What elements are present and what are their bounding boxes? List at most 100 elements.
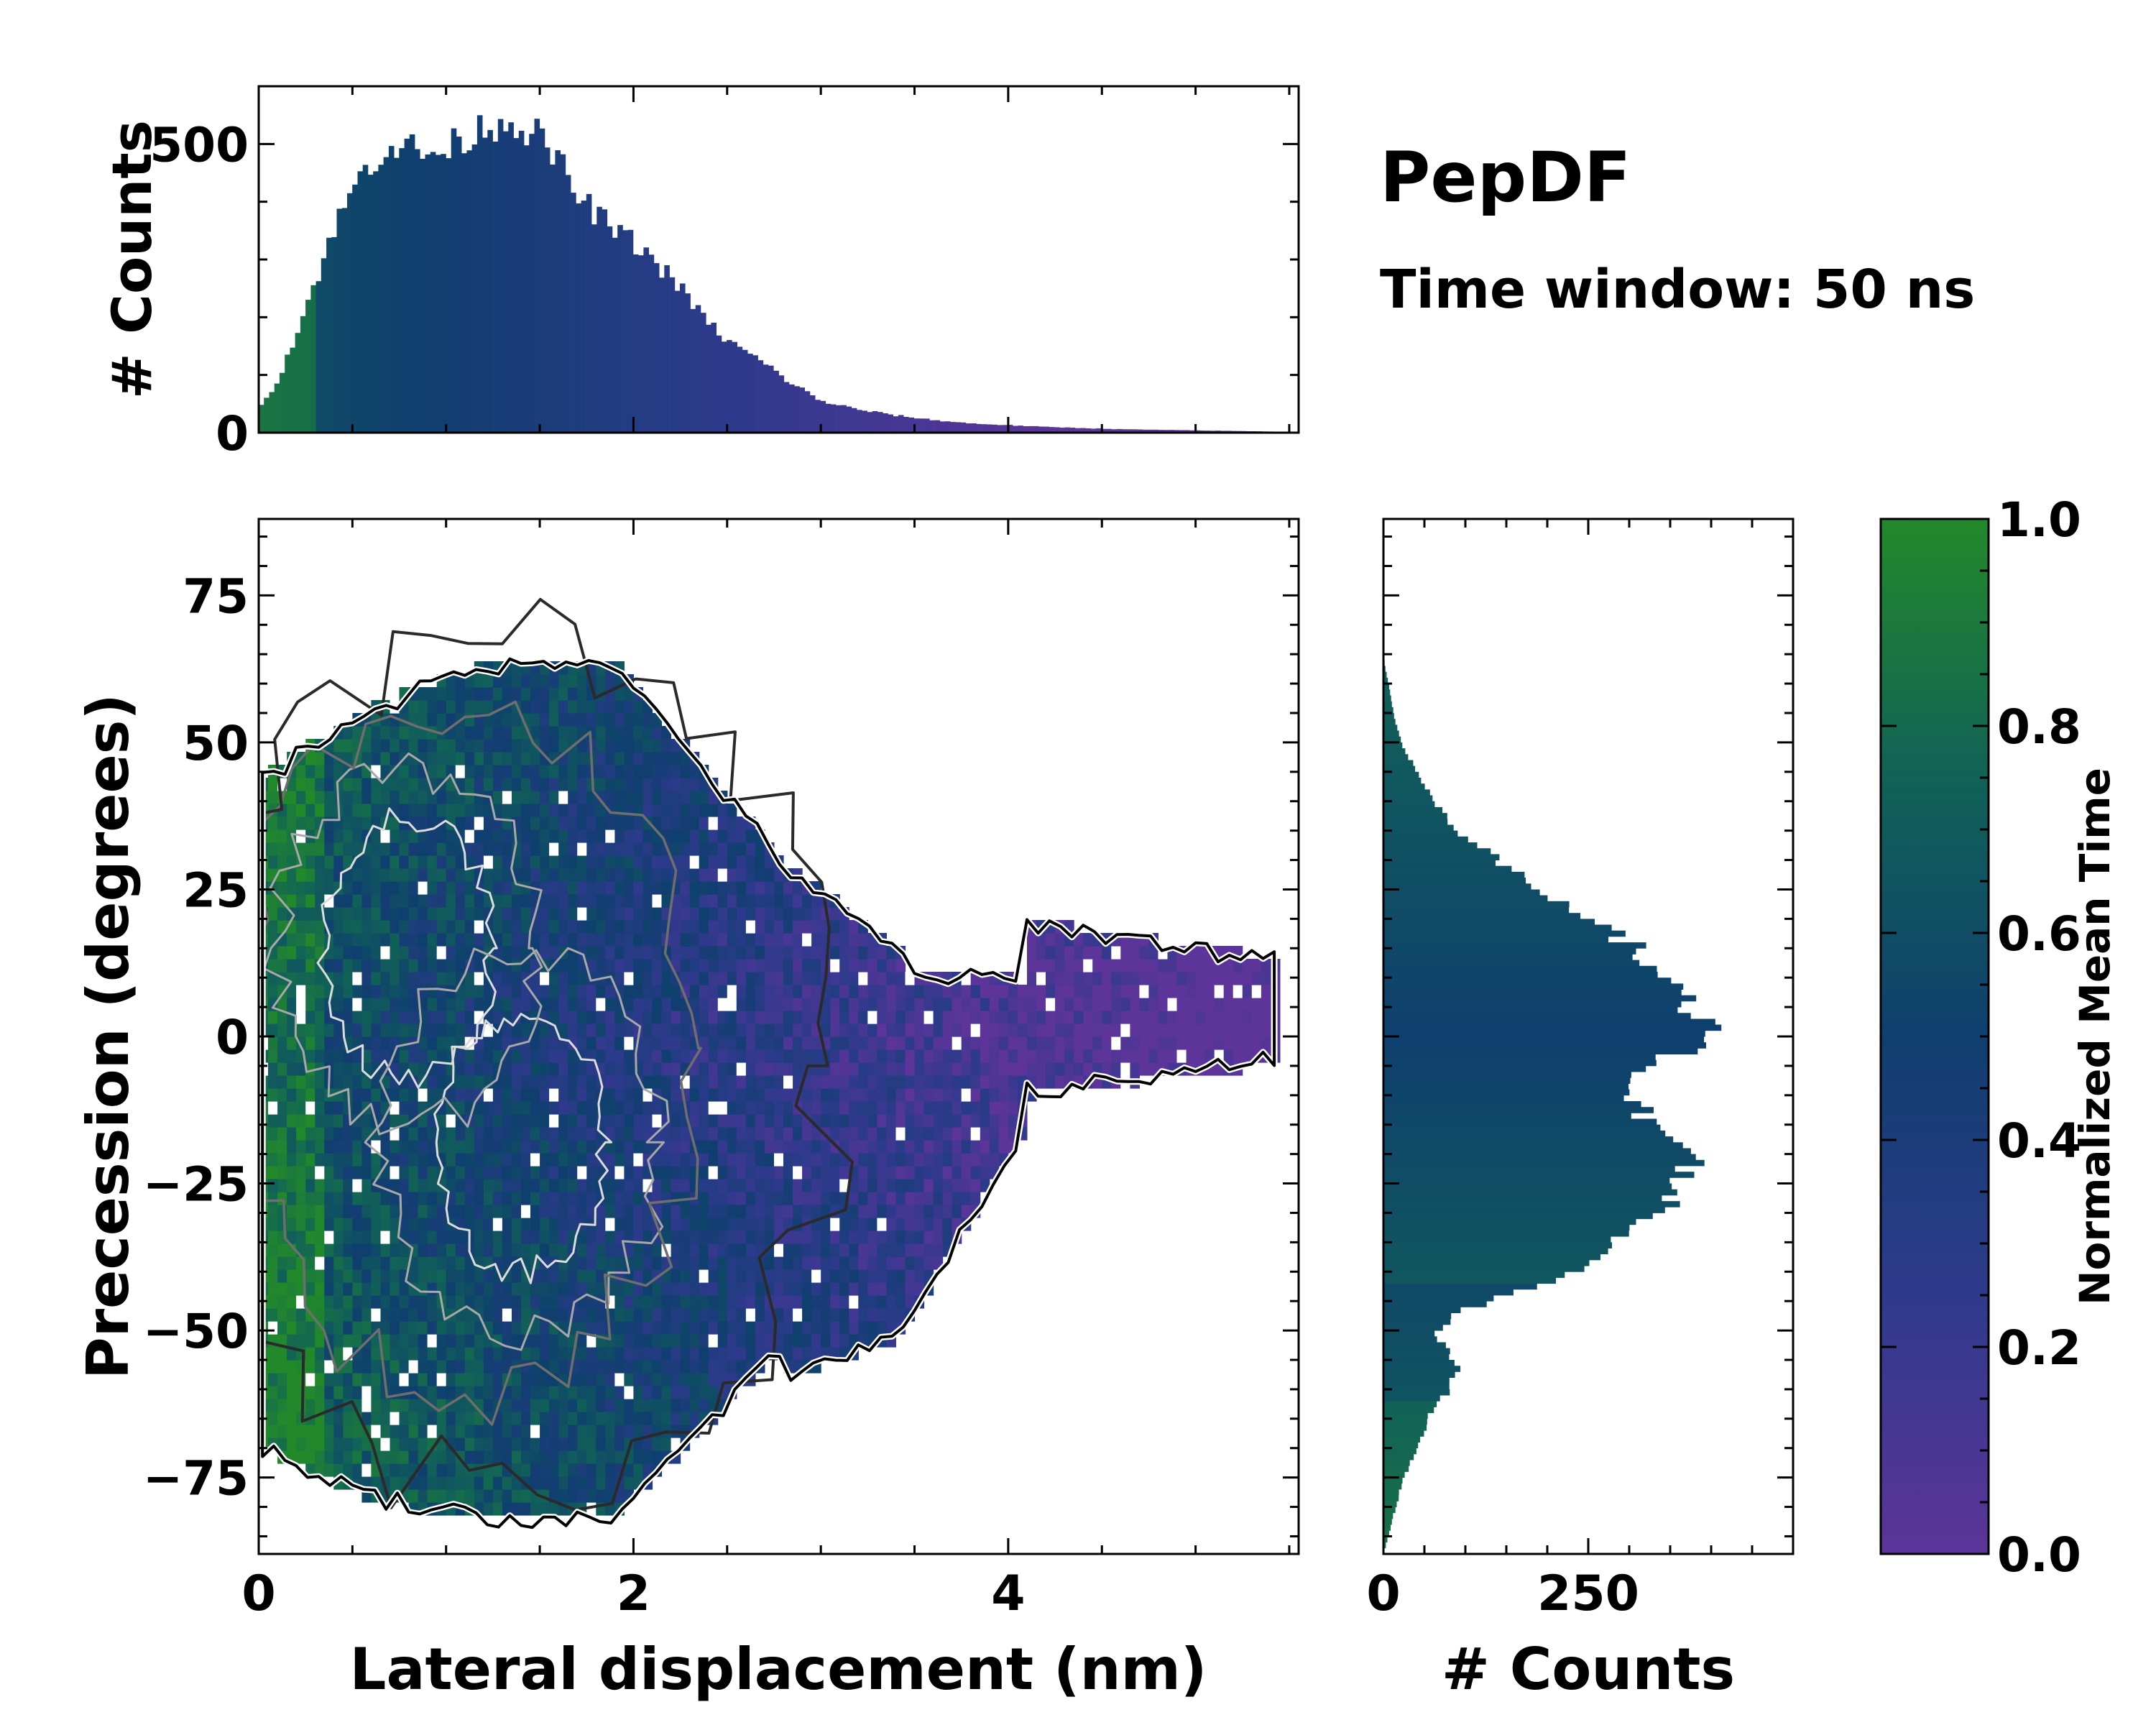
heatmap-cell-1139 xyxy=(436,1256,447,1270)
heatmap-cell-2452 xyxy=(624,1282,634,1296)
heatmap-cell-1976 xyxy=(558,1476,568,1490)
heatmap-cell-327 xyxy=(315,1450,325,1464)
heatmap-cell-4064 xyxy=(1055,985,1065,998)
heatmap-cell-2431 xyxy=(614,713,625,727)
heatmap-cell-1667 xyxy=(512,1205,522,1218)
heatmap-cell-381 xyxy=(315,752,325,765)
heatmap-cell-3985 xyxy=(998,1036,1009,1050)
heatmap-cell-1558 xyxy=(492,907,503,921)
heatmap-cell-2246 xyxy=(596,1399,606,1412)
contour-line-1 xyxy=(433,1013,613,1284)
heatmap-cell-2524 xyxy=(633,1166,643,1179)
heatmap-cell-1273 xyxy=(455,1205,466,1218)
heatmap-cell-1576 xyxy=(492,674,503,688)
heatmap-cell-997 xyxy=(418,1438,428,1451)
heatmap-cell-2806 xyxy=(680,1295,691,1309)
heatmap-cell-1414 xyxy=(474,1062,484,1076)
heatmap-cell-3751 xyxy=(895,1049,906,1063)
heatmap-cell-1447 xyxy=(483,1489,494,1503)
heatmap-cell-3758 xyxy=(895,959,906,972)
heatmap-cell-1042 xyxy=(418,855,428,869)
heatmap-cell-3601 xyxy=(849,920,859,934)
heatmap-cell-3776 xyxy=(905,1101,916,1115)
heatmap-cell-3393 xyxy=(802,1256,812,1270)
marginal-x-bar-7 xyxy=(295,333,301,433)
heatmap-cell-3687 xyxy=(877,1075,887,1089)
heatmap-cell-2056 xyxy=(568,1295,578,1309)
marginal-y-bar-46 xyxy=(1383,1277,1556,1284)
heatmap-cell-239 xyxy=(296,1127,306,1141)
heatmap-cell-3039 xyxy=(717,946,728,960)
heatmap-cell-3649 xyxy=(867,1153,877,1167)
heatmap-cell-3795 xyxy=(914,1192,925,1205)
heatmap-cell-1167 xyxy=(436,894,447,908)
marginal-y-bar-96 xyxy=(1383,983,1684,990)
marginal-x-bar-120 xyxy=(883,413,888,433)
heatmap-cell-422 xyxy=(324,959,334,972)
heatmap-cell-3016 xyxy=(717,1243,728,1257)
heatmap-cell-1688 xyxy=(512,933,522,947)
heatmap-cell-1322 xyxy=(464,1412,475,1425)
heatmap-cell-1373 xyxy=(464,752,475,765)
marginal-x-bar-164 xyxy=(1111,429,1118,433)
heatmap-cell-3655 xyxy=(867,1075,877,1089)
heatmap-cell-3030 xyxy=(717,1062,728,1076)
heatmap-cell-3854 xyxy=(933,1049,944,1063)
heatmap-cell-3256 xyxy=(764,985,775,998)
heatmap-cell-1163 xyxy=(436,946,447,960)
heatmap-cell-2226 xyxy=(586,804,596,817)
heatmap-cell-1800 xyxy=(530,1192,540,1205)
heatmap-cell-3296 xyxy=(774,985,784,998)
heatmap-cell-871 xyxy=(399,1412,410,1425)
heatmap-cell-4267 xyxy=(1223,959,1234,972)
heatmap-cell-465 xyxy=(333,1153,344,1167)
heatmap-cell-527 xyxy=(343,1114,353,1128)
heatmap-cell-636 xyxy=(361,1256,372,1270)
heatmap-cell-2069 xyxy=(568,1127,578,1141)
heatmap-cell-2067 xyxy=(568,1153,578,1167)
heatmap-cell-4194 xyxy=(1158,998,1169,1011)
heatmap-cell-1019 xyxy=(418,1153,428,1167)
marginal-x-bar-76 xyxy=(653,263,660,433)
heatmap-cell-531 xyxy=(343,1062,353,1076)
heatmap-cell-3238 xyxy=(764,1218,775,1231)
heatmap-cell-575 xyxy=(352,1256,362,1270)
heatmap-cell-1012 xyxy=(418,1243,428,1257)
heatmap-cell-386 xyxy=(324,1425,334,1438)
heatmap-cell-634 xyxy=(361,1282,372,1296)
heatmap-cell-2387 xyxy=(614,1282,625,1296)
heatmap-cell-2064 xyxy=(568,1192,578,1205)
heatmap-cell-2691 xyxy=(661,1334,672,1348)
heatmap-cell-913 xyxy=(399,868,410,882)
heatmap-cell-100 xyxy=(268,816,278,830)
heatmap-cell-2036 xyxy=(558,700,568,714)
heatmap-cell-1761 xyxy=(521,842,531,856)
heatmap-cell-2781 xyxy=(671,907,681,921)
heatmap-cell-2281 xyxy=(596,946,606,960)
heatmap-cell-3852 xyxy=(933,1075,944,1089)
heatmap-cell-2950 xyxy=(699,804,709,817)
heatmap-cell-310 xyxy=(305,933,315,947)
heatmap-cell-3541 xyxy=(839,1243,849,1257)
marginal-x-bar-163 xyxy=(1106,428,1112,433)
heatmap-cell-3761 xyxy=(905,1295,916,1309)
heatmap-cell-3086 xyxy=(727,946,737,960)
heatmap-cell-494 xyxy=(333,778,344,791)
heatmap-cell-2033 xyxy=(558,739,568,753)
heatmap-cell-814 xyxy=(390,1347,400,1361)
heatmap-cell-3112 xyxy=(736,1192,747,1205)
heatmap-cell-1782 xyxy=(530,1425,540,1438)
heatmap-cell-3276 xyxy=(774,1243,784,1257)
heatmap-cell-4179 xyxy=(1148,1049,1158,1063)
heatmap-cell-3063 xyxy=(727,1243,737,1257)
heatmap-cell-1699 xyxy=(512,791,522,804)
heatmap-cell-2805 xyxy=(680,1308,691,1322)
heatmap-cell-3919 xyxy=(961,1024,972,1037)
heatmap-cell-2308 xyxy=(605,1450,615,1464)
heatmap-cell-2443 xyxy=(624,1399,634,1412)
heatmap-cell-2663 xyxy=(652,946,663,960)
heatmap-cell-1811 xyxy=(530,1049,540,1063)
heatmap-cell-999 xyxy=(418,1412,428,1425)
heatmap-cell-3473 xyxy=(821,1192,831,1205)
marginal-x-bar-61 xyxy=(576,203,581,433)
